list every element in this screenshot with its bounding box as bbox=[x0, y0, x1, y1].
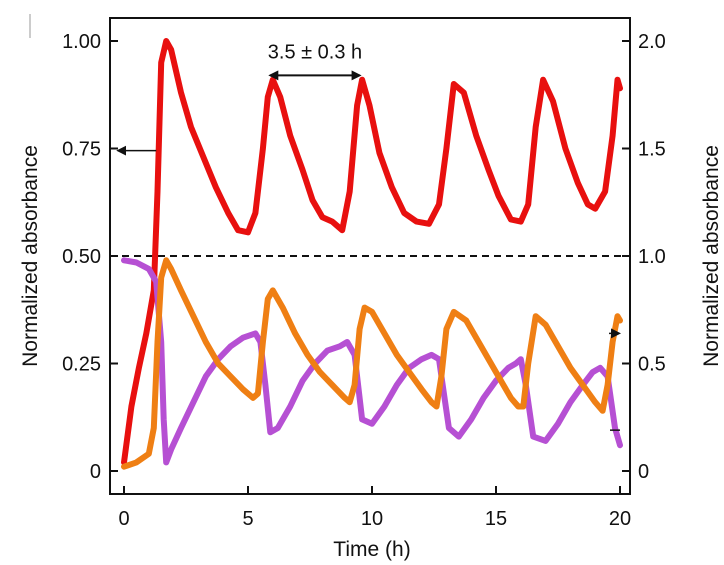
x-tick-label: 10 bbox=[361, 508, 383, 530]
x-tick-label: 20 bbox=[609, 508, 631, 530]
y-right-tick-label: 0 bbox=[638, 461, 649, 483]
y-right-tick-label: 1.0 bbox=[638, 246, 666, 268]
y-left-tick-label: 0.25 bbox=[62, 354, 101, 376]
y-left-tick-label: 0 bbox=[90, 461, 101, 483]
axis-ticks: 0 5 10 15 20 0 0.25 0.50 0.75 1.00 0 0.5 1.0 1.5 2.0 bbox=[62, 31, 666, 530]
y-right-tick-label: 2.0 bbox=[638, 31, 666, 53]
y-left-tick-label: 0.50 bbox=[62, 246, 101, 268]
series-line-purple bbox=[121, 257, 623, 466]
y-right-tick-label: 1.5 bbox=[638, 139, 666, 161]
y-left-tick-label: 1.00 bbox=[62, 31, 101, 53]
period-annotation-label: 3.5 ± 0.3 h bbox=[268, 41, 362, 63]
series-line-orange bbox=[121, 257, 623, 470]
y-left-tick-label: 0.75 bbox=[62, 139, 101, 161]
x-tick-label: 15 bbox=[485, 508, 507, 530]
y-axis-right-title: Normalized absorbance bbox=[700, 145, 723, 367]
x-tick-label: 5 bbox=[242, 508, 253, 530]
y-axis-left-title: Normalized absorbance bbox=[19, 145, 42, 367]
x-tick-label: 0 bbox=[118, 508, 129, 530]
y-right-tick-label: 0.5 bbox=[638, 354, 666, 376]
series-line-red bbox=[121, 38, 623, 466]
x-axis-title: Time (h) bbox=[333, 538, 410, 561]
